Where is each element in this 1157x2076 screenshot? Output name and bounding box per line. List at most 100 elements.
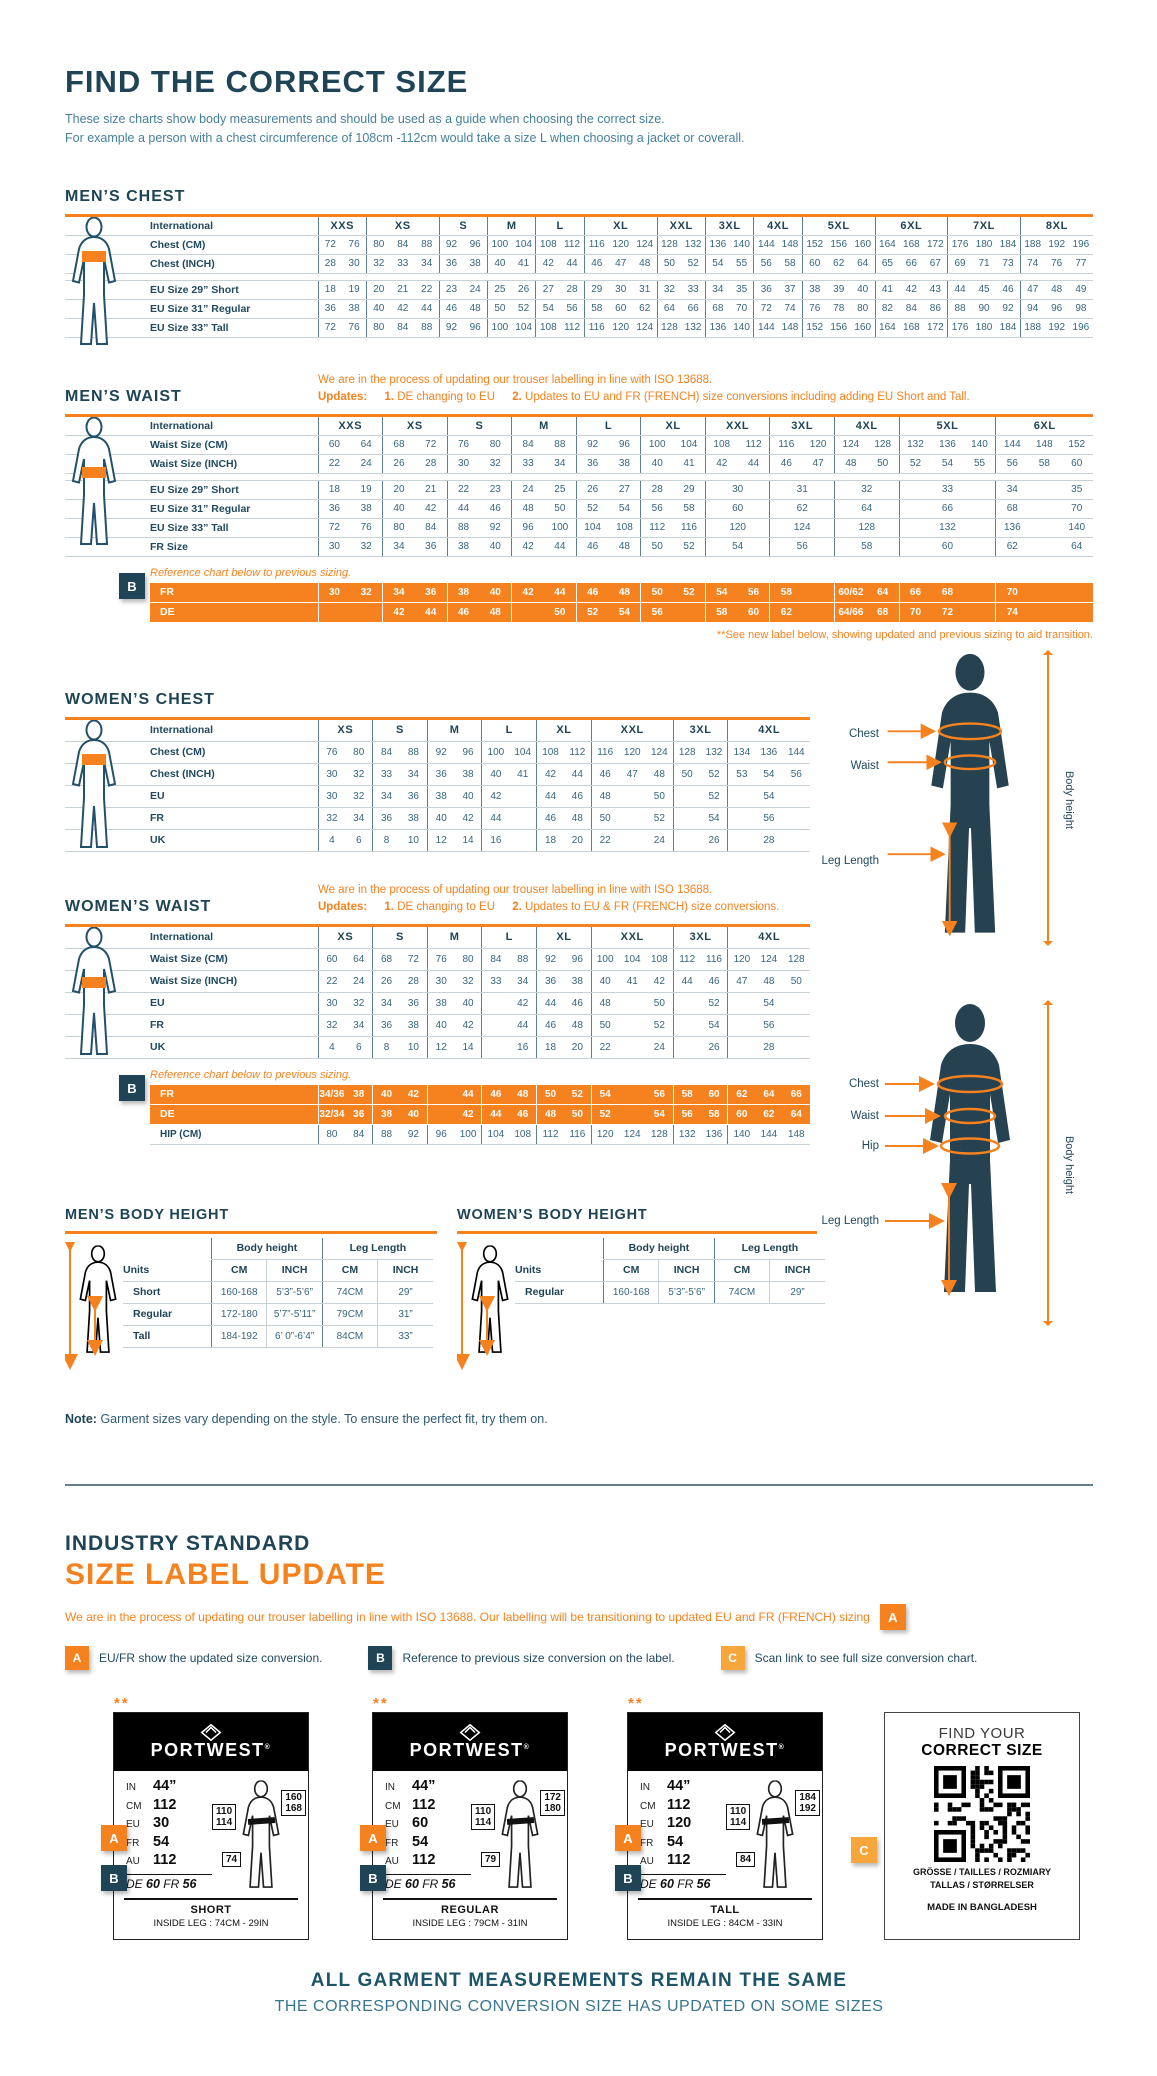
badge-b-icon: B	[101, 1865, 127, 1891]
mens-waist-update-note: We are in the process of updating our tr…	[318, 372, 970, 406]
womens-measurement-figure: Chest Waist Hip Leg Length Body height	[815, 1000, 1105, 1330]
row-label: EU	[65, 992, 318, 1015]
size-group-header: M	[511, 415, 577, 436]
mens-measurement-figure: Chest Waist Leg Length Body height	[815, 650, 1105, 950]
womens-chest-header: WOMEN’S CHEST	[65, 691, 1093, 709]
waist-measure-box: 110 114	[726, 1804, 751, 1830]
size-row: FR 54	[640, 1833, 684, 1850]
measure-band-icon	[82, 251, 106, 262]
corner-label: International	[65, 215, 318, 236]
mens-chest-header: MEN’S CHEST	[65, 188, 1093, 206]
size-label-card-tall: ** PORTWEST® IN 44” CM 112 EU 120 FR 54 AU 112 DE 60…	[615, 1695, 823, 1940]
womens-waist-title: WOMEN’S WAIST	[65, 898, 212, 915]
size-group-header: XXL	[704, 415, 770, 436]
qr-card-line1: FIND YOUR	[938, 1725, 1026, 1742]
mens-body-height-table-wrap: Body height Leg Length Units CM INCH CM INCH Sh…	[62, 1231, 437, 1386]
badge-b-icon: B	[615, 1865, 641, 1891]
corner-label: International	[65, 415, 318, 436]
size-list: IN 44” CM 112 EU 60 FR 54 AU 112 DE 60 FR 56	[385, 1778, 477, 1896]
womens-chest-table-wrap: International XS S M L XL XXL 3XL 4XL Chest (CM) 7…	[65, 717, 810, 852]
size-list: IN 44” CM 112 EU 30 FR 54 AU 112 DE 60 FR 56	[126, 1778, 218, 1896]
mens-waist-table: International XXS XS S M L XL XXL 3XL 4XL 5XL 6XL Wa…	[65, 414, 1093, 557]
table-row: Chest (INCH) 30 32 33 34 36 38 40 41 42 44 46 47 48 50…	[65, 763, 810, 786]
table-row: Regular 172-180 5’7”-5’11” 79CM 31”	[123, 1303, 433, 1326]
bh-units-cell: CM	[321, 1259, 378, 1282]
qr-card-line2: CORRECT SIZE	[921, 1742, 1043, 1759]
garment-note-label: Note:	[65, 1412, 97, 1426]
hip-label: Hip	[861, 1140, 879, 1152]
table-row: Waist Size (INCH) 22 24 26 28 30 32 33 34 36 38 40 4…	[65, 970, 810, 993]
fit-name: REGULAR	[441, 1904, 499, 1916]
stars-marker: **	[114, 1695, 130, 1712]
size-group-header: XS	[382, 415, 448, 436]
body-height-table: Body height Leg Length Units CM INCH CM INCH Re…	[515, 1238, 825, 1304]
page-title: FIND THE CORRECT SIZE	[65, 64, 469, 99]
legend-item: B Reference to previous size conversion o…	[368, 1646, 675, 1670]
previous-sizing: DE 60 FR 56	[385, 1876, 456, 1891]
size-row: AU 112	[640, 1852, 691, 1868]
see-label-note: **See new label below, showing updated a…	[716, 629, 1093, 641]
badge-c-icon: C	[851, 1837, 877, 1863]
table-row: Short 160-168 5’3”-5’6” 74CM 29”	[123, 1281, 433, 1304]
garment-note-text: Garment sizes vary depending on the styl…	[100, 1412, 548, 1426]
size-header-row: International XXS XS S M L XL XXL 3XL 4XL 5XL 6XL	[65, 415, 1093, 436]
female-silhouette	[885, 1004, 1010, 1296]
row-label: Waist Size (CM)	[65, 948, 318, 971]
size-group-header: XXL	[590, 718, 674, 742]
size-group-header: XL	[536, 718, 592, 742]
row-label: Chest (CM)	[65, 235, 318, 255]
footer-line2: THE CORRESPONDING CONVERSION SIZE HAS UP…	[274, 1998, 884, 2015]
height-figure-icon	[454, 1236, 513, 1377]
size-row: IN 44”	[126, 1778, 177, 1794]
row-label: UK	[65, 1036, 318, 1059]
size-group-header: L	[481, 718, 537, 742]
body-height-arrow	[1043, 1000, 1053, 1326]
bh-units-cell: Units	[515, 1259, 604, 1282]
table-row: UK 4 6 8 10 12 14 16 18 20 22 24 26 28	[65, 1036, 810, 1059]
stars-marker: **	[628, 1695, 644, 1712]
size-group-header: XL	[583, 215, 658, 236]
badge-a-icon: A	[615, 1825, 641, 1851]
person-outline-icon	[69, 217, 119, 347]
mens-chest-table-wrap: International XXS XS S M L XL XXL 3XL 4XL 5XL 6XL 7X…	[65, 214, 1093, 338]
size-row: EU 120	[640, 1815, 692, 1831]
size-group-header: XXL	[590, 925, 674, 949]
row-label: FR	[65, 807, 318, 830]
row-label: Chest (CM)	[65, 741, 318, 764]
size-list: IN 44” CM 112 EU 120 FR 54 AU 112 DE 60 FR 56	[640, 1778, 732, 1896]
table-row: Chest (CM) 76 80 84 88 92 96 100 104 108 112 116 120…	[65, 741, 810, 764]
table-row: EU Size 31” Regular 36 38 40 42 44 46 48 50 52 54 5…	[65, 499, 1093, 519]
body-height-row: MEN’S BODY HEIGHT Body height Leg Length U…	[62, 1207, 1093, 1386]
size-group-header: XXS	[317, 415, 383, 436]
size-group-header: M	[426, 925, 482, 949]
row-label: FR	[65, 1014, 318, 1037]
size-group-header: 3XL	[704, 215, 754, 236]
measure-band-icon	[82, 754, 106, 765]
badge-b-icon: B	[119, 1075, 145, 1101]
womens-waist-reference-table: FR 34/36 38 40 42 44 46 48 50 52 54 56 58 60 62 64 66 DE 3…	[150, 1085, 810, 1145]
badge-b-icon: B	[360, 1865, 386, 1891]
label-figure: 110 114 160 168 74	[212, 1778, 306, 1896]
size-group-header: XXL	[656, 215, 706, 236]
size-group-header: 3XL	[672, 925, 728, 949]
measure-band-icon	[82, 977, 106, 988]
made-in-label: MADE IN BANGLADESH	[927, 1902, 1037, 1913]
fit-name: SHORT	[190, 1904, 232, 1916]
size-group-header: 6XL	[995, 415, 1093, 436]
row-label: EU	[65, 785, 318, 808]
size-group-header: XS	[317, 925, 373, 949]
mens-waist-table-wrap: International XXS XS S M L XL XXL 3XL 4XL 5XL 6XL Wa…	[65, 414, 1093, 557]
height-measure-box: 160 168	[281, 1790, 306, 1816]
size-row: AU 112	[385, 1852, 436, 1868]
row-label: EU Size 29” Short	[65, 480, 318, 500]
mens-chest-title: MEN’S CHEST	[65, 188, 186, 205]
size-group-header: L	[535, 215, 585, 236]
size-group-header: L	[575, 415, 641, 436]
label-update-intro: We are in the process of updating our tr…	[65, 1604, 1093, 1630]
size-group-header: M	[487, 215, 536, 236]
size-label-update-heading: SIZE LABEL UPDATE	[65, 1558, 386, 1591]
womens-body-height-block: WOMEN’S BODY HEIGHT Body height Leg Lengt…	[454, 1207, 825, 1386]
size-row: EU 30	[126, 1815, 170, 1831]
section-divider	[65, 1484, 1093, 1486]
table-row: Regular 160-168 5’3”-5’6” 74CM 29”	[515, 1281, 825, 1304]
